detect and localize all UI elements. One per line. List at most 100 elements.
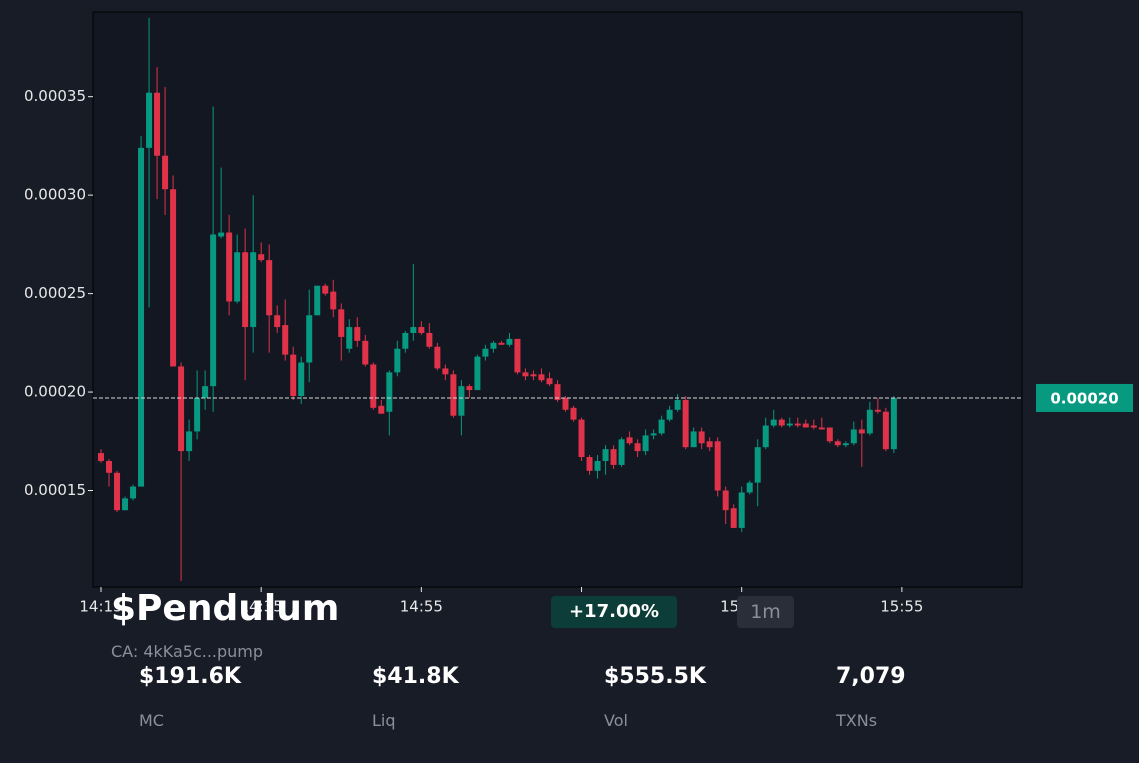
candle-body bbox=[378, 405, 385, 414]
candle-body bbox=[546, 378, 553, 385]
stat-label: TXNs bbox=[836, 711, 878, 730]
candle-body bbox=[338, 309, 345, 337]
candle-body bbox=[618, 439, 625, 465]
candle-body bbox=[786, 423, 793, 426]
candle-body bbox=[442, 368, 449, 375]
candle-body bbox=[402, 332, 409, 349]
candle-body bbox=[626, 437, 633, 444]
candle-body bbox=[522, 372, 529, 377]
candle-body bbox=[122, 498, 129, 511]
candle-body bbox=[330, 291, 337, 310]
candle-body bbox=[882, 411, 889, 450]
stat-value: $191.6K bbox=[139, 664, 241, 689]
candle-body bbox=[706, 441, 713, 448]
candle-body bbox=[754, 447, 761, 483]
candle-body bbox=[530, 374, 537, 377]
candle-body bbox=[562, 397, 569, 410]
x-tick-label: 14:35 bbox=[240, 598, 283, 616]
candle-body bbox=[746, 482, 753, 493]
candle-body bbox=[290, 354, 297, 396]
candle-body bbox=[490, 342, 497, 349]
candle-body bbox=[346, 327, 353, 349]
candle-body bbox=[858, 429, 865, 434]
candle-body bbox=[186, 431, 193, 452]
candle-body bbox=[170, 189, 177, 367]
candle-body bbox=[250, 252, 257, 328]
candle-body bbox=[642, 435, 649, 452]
last-price-label: 0.00020 bbox=[1050, 389, 1118, 407]
candle-body bbox=[274, 315, 281, 328]
candle-body bbox=[130, 486, 137, 499]
candle-body bbox=[698, 431, 705, 444]
candle-body bbox=[770, 419, 777, 426]
timeframe[interactable]: 1m bbox=[737, 596, 794, 628]
candle-body bbox=[802, 423, 809, 428]
token-name: $Pendulum bbox=[111, 588, 340, 629]
stat-label: MC bbox=[139, 711, 164, 730]
candle-body bbox=[226, 232, 233, 302]
candle-body bbox=[386, 372, 393, 412]
last-price-badge bbox=[1036, 383, 1133, 412]
candle-body bbox=[434, 346, 441, 369]
candle-body bbox=[738, 492, 745, 528]
candle-body bbox=[730, 508, 737, 528]
candle-body bbox=[650, 433, 657, 436]
candle-body bbox=[818, 427, 825, 430]
candle-body bbox=[370, 364, 377, 408]
candle-body bbox=[418, 327, 425, 333]
candle-body bbox=[234, 252, 241, 302]
candle-body bbox=[458, 386, 465, 416]
y-tick-label: 0.00030 bbox=[24, 186, 86, 204]
plot-area bbox=[92, 11, 1023, 588]
candle-body bbox=[666, 409, 673, 420]
candle-body bbox=[570, 407, 577, 420]
candle-body bbox=[578, 419, 585, 458]
stat-value: $41.8K bbox=[372, 664, 459, 689]
candle-body bbox=[146, 92, 153, 148]
candle-body bbox=[266, 260, 273, 316]
candle-body bbox=[794, 423, 801, 426]
candle-body bbox=[826, 427, 833, 442]
y-tick-label: 0.00025 bbox=[24, 284, 86, 302]
candle-body bbox=[322, 285, 329, 294]
candle-body bbox=[474, 356, 481, 391]
candle-body bbox=[354, 327, 361, 341]
candle-body bbox=[106, 460, 113, 473]
candle-body bbox=[538, 374, 545, 381]
candle-body bbox=[890, 397, 897, 450]
candle-body bbox=[482, 348, 489, 357]
candle-body bbox=[210, 234, 217, 387]
candle-body bbox=[634, 443, 641, 452]
candle-body bbox=[410, 327, 417, 333]
candle-body bbox=[554, 384, 561, 400]
candle-body bbox=[242, 252, 249, 328]
candle-body bbox=[834, 441, 841, 446]
candle-body bbox=[658, 419, 665, 434]
candle-body bbox=[218, 232, 225, 237]
candle-body bbox=[450, 374, 457, 416]
candle-body bbox=[362, 340, 369, 365]
candle-body bbox=[866, 409, 873, 434]
x-tick-label: 14:55 bbox=[400, 598, 443, 616]
stat-value: 7,079 bbox=[836, 664, 906, 689]
stat-value: $555.5K bbox=[604, 664, 706, 689]
candle-body bbox=[682, 399, 689, 448]
x-tick-label: 14:15 bbox=[79, 598, 122, 616]
candle-body bbox=[594, 460, 601, 471]
candle-body bbox=[778, 419, 785, 426]
candle-body bbox=[178, 366, 185, 452]
candle-body bbox=[298, 362, 305, 396]
candle-body bbox=[154, 92, 161, 156]
stat-label: Vol bbox=[604, 711, 628, 730]
candle-body bbox=[722, 490, 729, 511]
candle-body bbox=[714, 441, 721, 491]
candle-body bbox=[690, 431, 697, 448]
candle-body bbox=[258, 254, 265, 261]
candle-body bbox=[114, 472, 121, 511]
candle-body bbox=[194, 397, 201, 432]
candle-body bbox=[514, 338, 521, 373]
y-tick-label: 0.00015 bbox=[24, 481, 86, 499]
candle-body bbox=[394, 348, 401, 373]
